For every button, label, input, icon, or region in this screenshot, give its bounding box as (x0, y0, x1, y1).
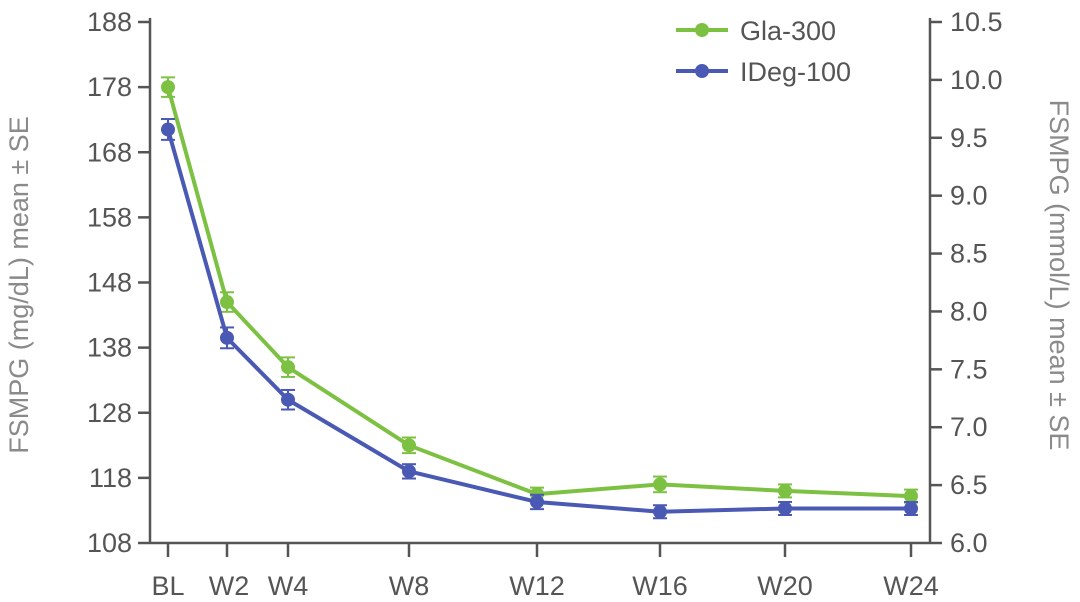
x-tick-label: BL (151, 571, 184, 601)
ticks: 108 118 128 138 148 158 168 178 188 6.0 6.5 7.0 7.5 8… (87, 7, 1003, 601)
series-line (166, 86, 912, 499)
y-tick-label-left: 188 (87, 7, 132, 37)
x-tick-label: W24 (883, 571, 939, 601)
x-tick-label: W20 (757, 571, 813, 601)
y-tick-label-left: 158 (87, 202, 132, 232)
data-point (530, 494, 544, 509)
y-tick-label-right: 7.0 (950, 412, 988, 442)
y-axis-title-left: FSMPG (mg/dL) mean ± SE (4, 116, 34, 453)
legend-marker (695, 23, 709, 37)
data-point (220, 330, 234, 345)
data-point (653, 504, 667, 519)
data-point (653, 477, 667, 492)
data-point (281, 392, 295, 407)
data-point (161, 80, 175, 95)
data-point (778, 483, 792, 498)
legend-item: IDeg-100 (676, 57, 851, 87)
legend-item: Gla-300 (676, 16, 836, 46)
x-tick-label: W2 (209, 571, 250, 601)
data-point (220, 295, 234, 310)
y-tick-label-right: 9.5 (950, 123, 988, 153)
y-tick-label-right: 6.5 (950, 470, 988, 500)
y-tick-label-left: 118 (89, 463, 132, 493)
series-ideg-100 (161, 118, 918, 520)
data-point (161, 122, 175, 137)
legend-marker (695, 64, 709, 78)
y-tick-label-right: 8.0 (950, 296, 988, 326)
legend-label: Gla-300 (740, 16, 836, 46)
y-tick-label-right: 6.0 (950, 528, 988, 558)
series-gla-300 (161, 76, 918, 504)
x-tick-label: W4 (268, 571, 309, 601)
y-tick-label-left: 108 (87, 528, 132, 558)
y-tick-label-right: 10.0 (950, 65, 1003, 95)
x-tick-label: W12 (509, 571, 565, 601)
data-point (281, 360, 295, 375)
y-tick-label-left: 128 (87, 398, 132, 428)
y-tick-label-right: 8.5 (950, 239, 988, 269)
data-point (904, 501, 918, 516)
series-layer (161, 76, 918, 520)
y-axis-title-right: FSMPG (mmol/L) mean ± SE (1044, 100, 1074, 451)
y-tick-label-left: 168 (87, 137, 132, 167)
y-tick-label-left: 148 (87, 268, 132, 298)
x-tick-label: W16 (632, 571, 688, 601)
legend-label: IDeg-100 (740, 57, 851, 87)
data-point (778, 501, 792, 516)
y-tick-label-left: 178 (87, 72, 132, 102)
data-point (402, 464, 416, 479)
y-tick-label-right: 9.0 (950, 181, 988, 211)
y-tick-label-left: 138 (87, 333, 132, 363)
data-point (402, 438, 416, 453)
axes (148, 18, 932, 545)
y-tick-label-right: 10.5 (950, 7, 1003, 37)
y-tick-label-right: 7.5 (950, 354, 988, 384)
legend: Gla-300 IDeg-100 (676, 16, 851, 87)
series-line (166, 128, 911, 514)
x-tick-label: W8 (389, 571, 430, 601)
data-point (904, 489, 918, 504)
